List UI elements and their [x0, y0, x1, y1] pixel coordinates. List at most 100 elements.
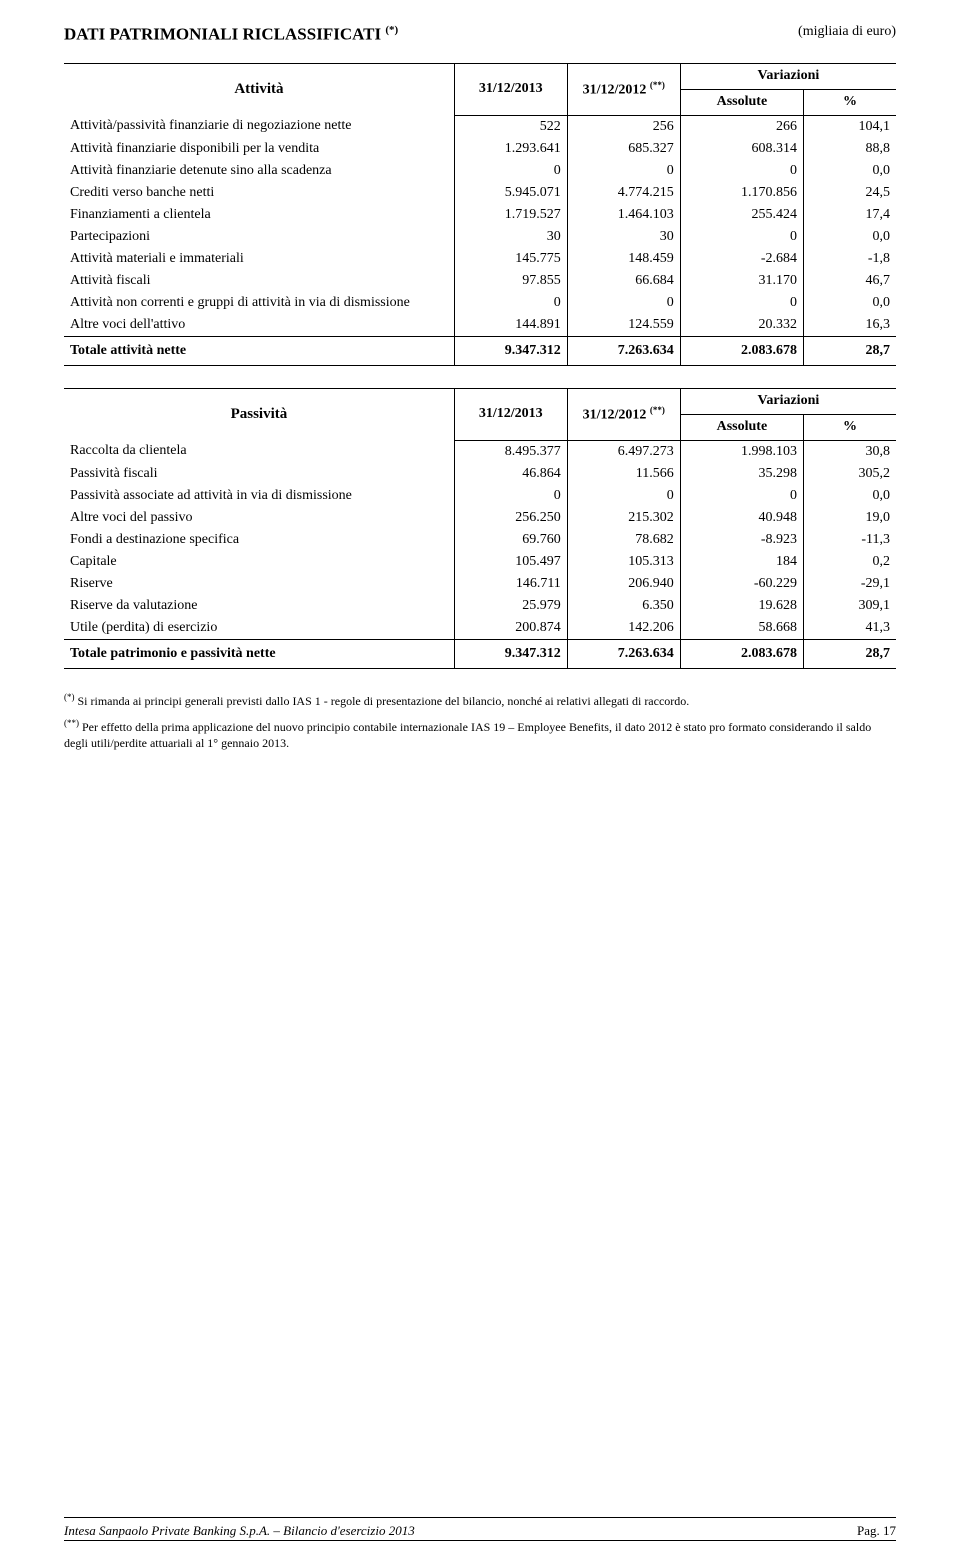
- table-row: Finanziamenti a clientela1.719.5271.464.…: [64, 204, 896, 226]
- liabilities-table: Passività 31/12/2013 31/12/2012 (**) Var…: [64, 388, 896, 669]
- currency-note: (migliaia di euro): [798, 24, 896, 40]
- cell: 256: [567, 115, 680, 138]
- cell: Passività fiscali: [64, 463, 454, 485]
- cell: 0,0: [804, 160, 896, 182]
- table-row: Passività associate ad attività in via d…: [64, 485, 896, 507]
- cell: 124.559: [567, 314, 680, 337]
- cell: 0,2: [804, 551, 896, 573]
- cell: 0: [680, 160, 803, 182]
- total-cell: 7.263.634: [567, 336, 680, 365]
- cell: 206.940: [567, 573, 680, 595]
- cell: 104,1: [804, 115, 896, 138]
- cell: 608.314: [680, 138, 803, 160]
- total-cell: 9.347.312: [454, 336, 567, 365]
- col-header-attivita: Attività: [64, 63, 454, 115]
- cell: 105.497: [454, 551, 567, 573]
- footnote-2-text: Per effetto della prima applicazione del…: [64, 720, 871, 750]
- cell: 46.864: [454, 463, 567, 485]
- cell: 25.979: [454, 595, 567, 617]
- page-title-sup: (*): [385, 24, 398, 36]
- table-row: Riserve da valutazione25.9796.35019.6283…: [64, 595, 896, 617]
- total-cell: 7.263.634: [567, 639, 680, 668]
- table-row: Crediti verso banche netti5.945.0714.774…: [64, 182, 896, 204]
- cell: Utile (perdita) di esercizio: [64, 617, 454, 640]
- table-row: Altre voci del passivo256.250215.30240.9…: [64, 507, 896, 529]
- cell: 142.206: [567, 617, 680, 640]
- assets-table: Attività 31/12/2013 31/12/2012 (**) Vari…: [64, 63, 896, 366]
- cell: 16,3: [804, 314, 896, 337]
- page-title-line: DATI PATRIMONIALI RICLASSIFICATI (*) (mi…: [64, 24, 896, 45]
- col-header-assolute: Assolute: [680, 89, 803, 115]
- cell: 0,0: [804, 226, 896, 248]
- cell: 8.495.377: [454, 440, 567, 463]
- cell: 0: [680, 292, 803, 314]
- cell: -8.923: [680, 529, 803, 551]
- cell: 0: [454, 160, 567, 182]
- cell: 6.497.273: [567, 440, 680, 463]
- col-header-2012-b-text: 31/12/2012: [583, 407, 647, 422]
- cell: 31.170: [680, 270, 803, 292]
- total-cell: Totale patrimonio e passività nette: [64, 639, 454, 668]
- cell: 146.711: [454, 573, 567, 595]
- cell: 0,0: [804, 485, 896, 507]
- cell: Attività fiscali: [64, 270, 454, 292]
- cell: 5.945.071: [454, 182, 567, 204]
- table-row: Attività non correnti e gruppi di attivi…: [64, 292, 896, 314]
- table-row: Utile (perdita) di esercizio200.874142.2…: [64, 617, 896, 640]
- page-footer: Intesa Sanpaolo Private Banking S.p.A. –…: [64, 1517, 896, 1541]
- table-row: Attività finanziarie detenute sino alla …: [64, 160, 896, 182]
- footer-page-number: Pag. 17: [857, 1523, 896, 1539]
- footnote-1-text: Si rimanda ai principi generali previsti…: [78, 694, 690, 708]
- col-header-2012-b-sup: (**): [650, 405, 665, 415]
- cell: 19.628: [680, 595, 803, 617]
- page-title: DATI PATRIMONIALI RICLASSIFICATI: [64, 25, 381, 44]
- table-row: Fondi a destinazione specifica69.76078.6…: [64, 529, 896, 551]
- col-header-2012-text: 31/12/2012: [583, 82, 647, 97]
- cell: 522: [454, 115, 567, 138]
- table-row: Passività fiscali46.86411.56635.298305,2: [64, 463, 896, 485]
- footnote-1-sup: (*): [64, 692, 75, 702]
- cell: 145.775: [454, 248, 567, 270]
- table-row: Partecipazioni303000,0: [64, 226, 896, 248]
- cell: Finanziamenti a clientela: [64, 204, 454, 226]
- cell: 144.891: [454, 314, 567, 337]
- cell: 17,4: [804, 204, 896, 226]
- cell: 0: [454, 292, 567, 314]
- cell: Riserve da valutazione: [64, 595, 454, 617]
- cell: 40.948: [680, 507, 803, 529]
- cell: 41,3: [804, 617, 896, 640]
- cell: 0: [680, 485, 803, 507]
- total-row: Totale attività nette9.347.3127.263.6342…: [64, 336, 896, 365]
- col-header-assolute-b: Assolute: [680, 414, 803, 440]
- cell: Fondi a destinazione specifica: [64, 529, 454, 551]
- cell: 97.855: [454, 270, 567, 292]
- table-row: Riserve146.711206.940-60.229-29,1: [64, 573, 896, 595]
- cell: Attività materiali e immateriali: [64, 248, 454, 270]
- cell: 24,5: [804, 182, 896, 204]
- footnote-1: (*) Si rimanda ai principi generali prev…: [64, 691, 896, 709]
- table-row: Attività finanziarie disponibili per la …: [64, 138, 896, 160]
- total-cell: 9.347.312: [454, 639, 567, 668]
- footer-left: Intesa Sanpaolo Private Banking S.p.A. –…: [64, 1523, 415, 1539]
- cell: 66.684: [567, 270, 680, 292]
- cell: Attività/passività finanziarie di negozi…: [64, 115, 454, 138]
- col-header-2012-b: 31/12/2012 (**): [567, 388, 680, 440]
- cell: 88,8: [804, 138, 896, 160]
- cell: 215.302: [567, 507, 680, 529]
- cell: Altre voci del passivo: [64, 507, 454, 529]
- col-header-percent: %: [804, 89, 896, 115]
- cell: 0: [567, 292, 680, 314]
- cell: -60.229: [680, 573, 803, 595]
- cell: 0: [454, 485, 567, 507]
- cell: 78.682: [567, 529, 680, 551]
- table-row: Attività materiali e immateriali145.7751…: [64, 248, 896, 270]
- cell: 11.566: [567, 463, 680, 485]
- table-row: Capitale105.497105.3131840,2: [64, 551, 896, 573]
- cell: 105.313: [567, 551, 680, 573]
- total-cell: 28,7: [804, 336, 896, 365]
- cell: 0: [567, 160, 680, 182]
- cell: Altre voci dell'attivo: [64, 314, 454, 337]
- cell: 69.760: [454, 529, 567, 551]
- cell: 0: [567, 485, 680, 507]
- table-row: Raccolta da clientela8.495.3776.497.2731…: [64, 440, 896, 463]
